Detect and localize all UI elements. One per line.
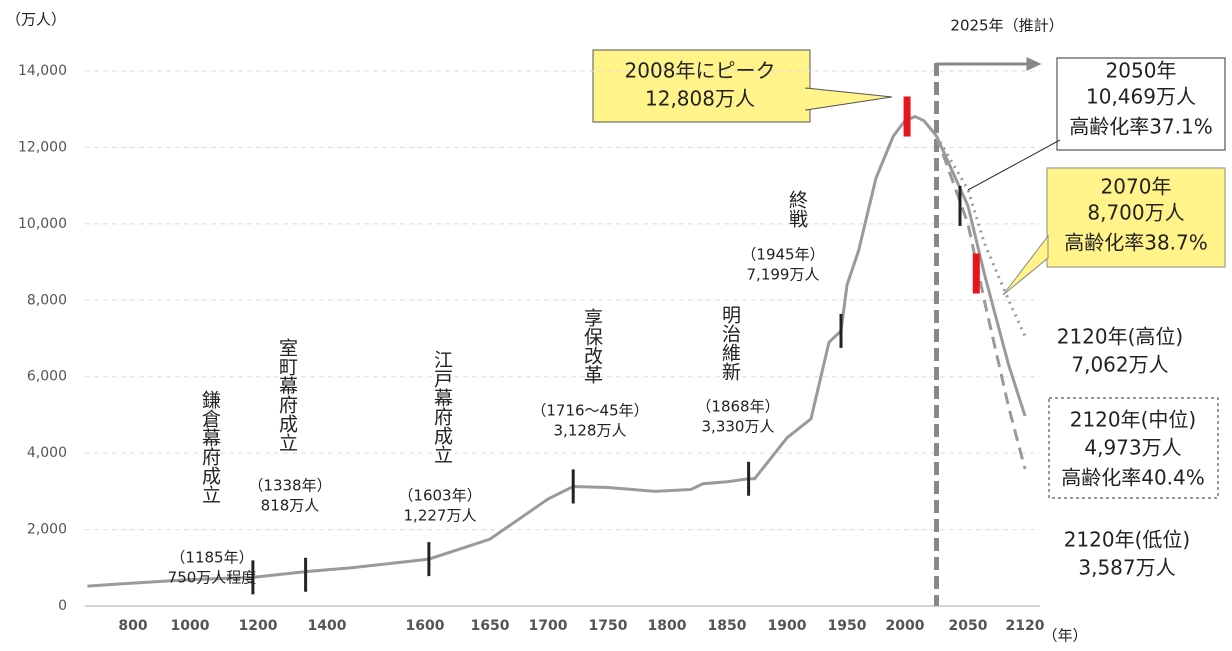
event-label: 享保改革: [581, 308, 603, 384]
event-label: 室町幕府成立: [276, 338, 298, 452]
x-unit: （年）: [1042, 627, 1087, 645]
y-tick-label: 2,000: [27, 522, 67, 538]
event-pop: 750万人程度: [168, 569, 257, 587]
event-pop: 818万人: [261, 497, 320, 515]
y-tick-label: 12,000: [18, 139, 67, 155]
end-pop: 7,062万人: [1071, 353, 1168, 377]
x-tick-label: 1750: [589, 618, 628, 634]
event-year: （1185年）: [170, 549, 253, 567]
pointer-2050: [967, 139, 1061, 191]
y-tick-label: 4,000: [27, 445, 67, 461]
y-tick-label: 8,000: [27, 292, 67, 308]
event-year: （1338年）: [248, 477, 331, 495]
y-tick-label: 14,000: [18, 63, 67, 79]
x-tick-label: 1700: [529, 618, 568, 634]
event-pop: 7,199万人: [747, 266, 820, 284]
event-pop: 3,128万人: [554, 422, 627, 440]
event-pop: 3,330万人: [702, 418, 775, 436]
end-pop: 4,973万人: [1084, 436, 1181, 460]
callout-year: 2050年: [1106, 59, 1177, 83]
event-label: 明治維新: [719, 305, 741, 381]
x-tick-label: 1000: [171, 618, 210, 634]
end-rate: 高齢化率40.4%: [1061, 466, 1205, 490]
x-tick-label: 1400: [308, 618, 347, 634]
end-year: 2120年(高位): [1057, 325, 1184, 349]
x-tick-label: 1900: [768, 618, 807, 634]
box-2070: [1046, 167, 1226, 268]
box-2050: [1056, 57, 1226, 151]
box-middle: [1048, 397, 1219, 499]
end-year: 2120年(低位): [1064, 528, 1191, 552]
projection-label: 2025年（推計）: [950, 17, 1063, 35]
callout-pop: 10,469万人: [1086, 85, 1196, 109]
event-year: （1716～45年）: [531, 402, 648, 420]
event-label: 鎌倉幕府成立: [199, 390, 221, 504]
x-tick-label: 1650: [471, 618, 510, 634]
x-tick-label: 2120: [1006, 618, 1045, 634]
series-line: [935, 135, 1027, 470]
end-year: 2120年(中位): [1070, 408, 1197, 432]
y-unit: （万人）: [6, 11, 66, 29]
event-label: 江戸幕府成立: [431, 350, 453, 464]
y-tick-label: 6,000: [27, 369, 67, 385]
series-line: [935, 135, 1027, 417]
x-tick-label: 800: [118, 618, 147, 634]
y-tick-label: 0: [58, 598, 67, 614]
callout-rate: 高齢化率38.7%: [1064, 231, 1208, 255]
projection-arrow-head: [1026, 57, 1042, 71]
x-tick-label: 2050: [949, 618, 988, 634]
y-tick-label: 10,000: [18, 216, 67, 232]
callout-rate: 高齢化率37.1%: [1069, 115, 1213, 139]
x-tick-label: 1200: [239, 618, 278, 634]
x-tick-label: 1950: [828, 618, 867, 634]
end-pop: 3,587万人: [1078, 556, 1175, 580]
x-tick-label: 2000: [886, 618, 925, 634]
event-year: （1603年）: [398, 487, 481, 505]
series-line: [87, 114, 938, 588]
event-label: 終戦: [786, 190, 808, 228]
event-year: （1945年）: [741, 246, 824, 264]
x-tick-label: 1850: [708, 618, 747, 634]
callout-pop: 12,808万人: [645, 87, 755, 111]
pointer-2070: [1002, 234, 1049, 296]
callout-year: 2070年: [1101, 175, 1172, 199]
peak-box: [592, 49, 811, 123]
event-year: （1868年）: [696, 398, 779, 416]
x-tick-label: 1600: [406, 618, 445, 634]
callout-year: 2008年にピーク: [625, 59, 776, 83]
event-pop: 1,227万人: [404, 507, 477, 525]
callout-pop: 8,700万人: [1087, 201, 1184, 225]
x-tick-label: 1800: [648, 618, 687, 634]
peak-pointer: [805, 87, 893, 111]
